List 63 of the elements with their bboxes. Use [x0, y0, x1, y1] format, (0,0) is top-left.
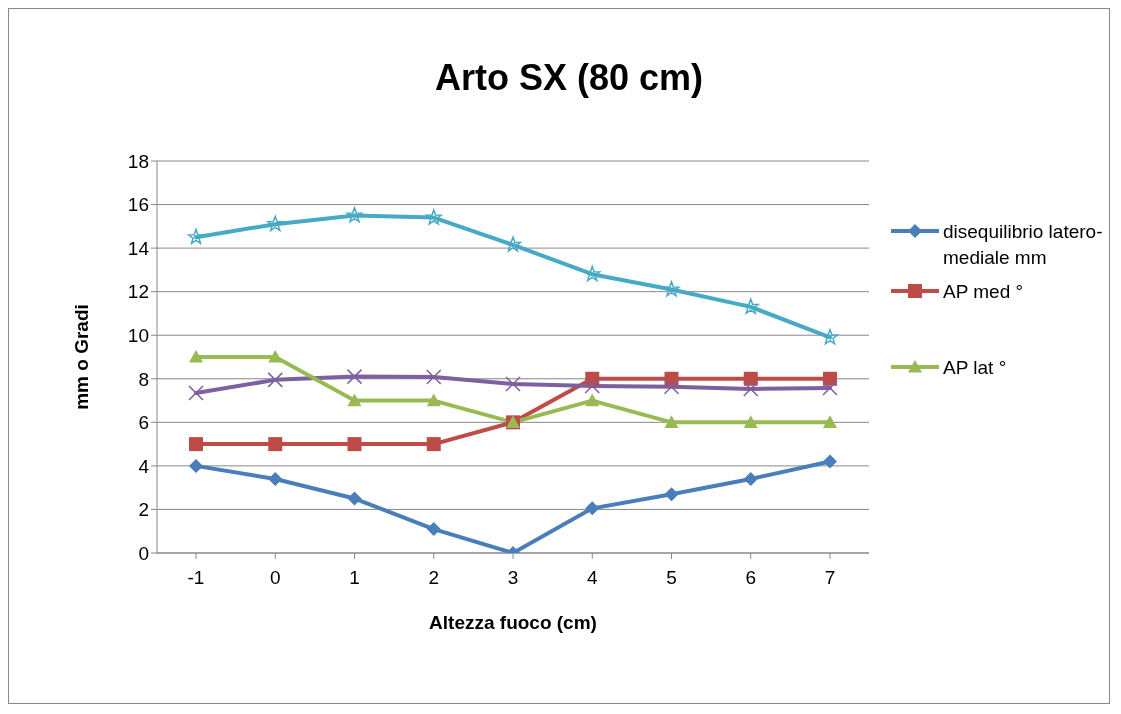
point [742, 298, 759, 314]
point [585, 393, 600, 407]
point [504, 236, 522, 252]
point [267, 215, 284, 232]
point [426, 393, 441, 407]
y-tick-label: 4 [138, 455, 150, 477]
point [347, 393, 362, 407]
point [347, 437, 362, 452]
x-tick-label: 1 [349, 567, 360, 589]
point [346, 368, 363, 385]
legend-label: AP med ° [943, 280, 1024, 304]
y-tick-label: 6 [138, 412, 149, 434]
point [823, 454, 837, 469]
point [188, 385, 204, 401]
y-tick-label: 16 [127, 194, 149, 216]
point [426, 437, 441, 452]
point [268, 471, 283, 486]
y-axis-title: mm o Gradi [70, 304, 92, 410]
y-tick-label: 12 [127, 281, 149, 303]
y-tick-label: 0 [138, 542, 149, 564]
y-tick-label: 2 [138, 499, 149, 521]
point [425, 209, 442, 225]
y-tick-label: 18 [127, 150, 149, 172]
point [268, 350, 283, 363]
y-tick-label: 10 [127, 324, 149, 346]
point [189, 437, 203, 452]
legend-label: disequilibrio latero-mediale mm [943, 220, 1104, 270]
point [585, 501, 600, 516]
point [664, 415, 679, 428]
point [189, 350, 203, 363]
x-tick-label: 6 [745, 567, 757, 589]
x-tick-label: -1 [187, 567, 205, 589]
x-tick-label: 0 [269, 567, 281, 589]
point [187, 228, 205, 245]
point [505, 376, 521, 392]
point [189, 458, 203, 473]
x-tick-label: 5 [666, 567, 677, 589]
point [347, 491, 362, 506]
point [584, 265, 601, 282]
x-axis-title: Altezza fuoco (cm) [429, 612, 597, 633]
x-tick-label: 3 [507, 567, 519, 589]
point [346, 206, 363, 223]
point [426, 369, 442, 385]
point [743, 381, 759, 397]
point [426, 522, 441, 537]
point [743, 415, 758, 428]
point [663, 281, 680, 297]
point [743, 471, 758, 486]
point [268, 437, 283, 452]
x-tick-label: 4 [586, 567, 598, 589]
point [822, 380, 838, 396]
point [584, 378, 600, 394]
point [267, 372, 283, 388]
x-tick-label: 7 [824, 567, 836, 589]
point [823, 415, 837, 428]
chart-title: Arto SX (80 cm) [433, 57, 705, 99]
point [663, 379, 680, 395]
legend-label: AP lat ° [943, 356, 1007, 380]
point [664, 487, 679, 502]
y-tick-label: 14 [127, 237, 150, 259]
point [743, 371, 758, 386]
x-tick-label: 2 [428, 567, 440, 589]
y-tick-label: 8 [138, 368, 149, 390]
